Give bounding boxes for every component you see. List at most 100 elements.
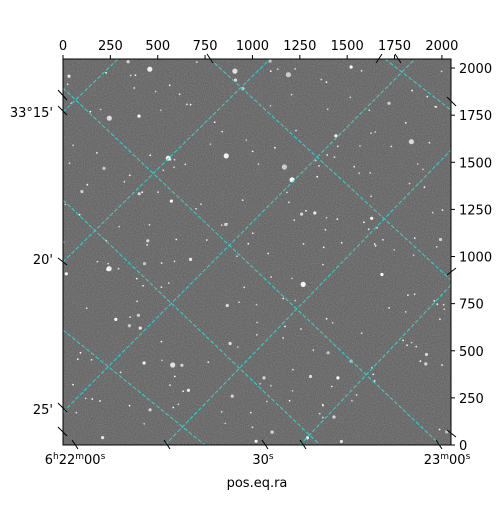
star bbox=[426, 95, 429, 98]
star bbox=[78, 213, 81, 216]
star bbox=[404, 311, 407, 313]
top-tick-label: 500 bbox=[145, 39, 170, 54]
star bbox=[162, 169, 165, 172]
star bbox=[255, 303, 258, 306]
star bbox=[407, 294, 409, 296]
star bbox=[169, 199, 173, 203]
star bbox=[318, 165, 320, 167]
star bbox=[84, 397, 87, 400]
star bbox=[128, 404, 131, 407]
star bbox=[119, 371, 122, 374]
star bbox=[276, 68, 279, 70]
star bbox=[442, 303, 445, 306]
star bbox=[439, 318, 441, 321]
dec-tick-label-1: 33°15' bbox=[10, 106, 53, 121]
star bbox=[172, 406, 175, 409]
star bbox=[160, 340, 163, 343]
star bbox=[96, 260, 99, 263]
top-tick-label: 750 bbox=[193, 39, 218, 54]
star bbox=[288, 201, 290, 204]
star bbox=[220, 411, 223, 413]
star bbox=[243, 286, 246, 289]
right-tick-label: 1750 bbox=[459, 109, 492, 124]
star bbox=[286, 191, 288, 194]
star bbox=[160, 262, 163, 264]
star bbox=[291, 277, 293, 280]
star bbox=[322, 263, 324, 266]
left-dec-axis: 33°15' 20' 25' bbox=[10, 89, 68, 437]
star bbox=[402, 339, 404, 342]
star bbox=[89, 110, 92, 113]
star bbox=[136, 300, 139, 303]
star bbox=[325, 216, 328, 219]
star bbox=[249, 411, 252, 414]
star bbox=[422, 168, 424, 171]
star bbox=[251, 426, 254, 429]
star bbox=[441, 364, 443, 366]
star bbox=[408, 139, 414, 145]
star bbox=[269, 70, 272, 73]
star bbox=[170, 362, 176, 368]
ra-tick-label-2: 30s bbox=[252, 452, 274, 468]
top-tick-label: 1750 bbox=[378, 39, 411, 54]
star bbox=[423, 186, 426, 189]
right-pixel-axis: 0 250 500 750 1000 1250 1500 1750 2000 bbox=[451, 62, 492, 454]
star bbox=[195, 61, 198, 63]
grid-line bbox=[209, 59, 451, 281]
star bbox=[72, 383, 74, 386]
star bbox=[200, 203, 202, 206]
star bbox=[267, 252, 270, 255]
star bbox=[213, 121, 216, 124]
right-dec-marks bbox=[446, 96, 457, 438]
star bbox=[64, 203, 67, 206]
star bbox=[316, 175, 319, 178]
star bbox=[353, 165, 356, 168]
star bbox=[300, 212, 304, 216]
star bbox=[282, 297, 285, 300]
star bbox=[374, 245, 377, 247]
star bbox=[274, 146, 276, 149]
right-tick-label: 1250 bbox=[459, 203, 492, 218]
star bbox=[266, 400, 268, 403]
star bbox=[336, 145, 339, 148]
star bbox=[149, 154, 152, 157]
star bbox=[363, 221, 365, 224]
star bbox=[188, 257, 193, 261]
star bbox=[349, 96, 352, 99]
star bbox=[308, 374, 313, 379]
star bbox=[326, 154, 329, 156]
star bbox=[434, 105, 437, 108]
star bbox=[445, 430, 449, 434]
star bbox=[358, 172, 361, 175]
star bbox=[368, 109, 371, 112]
grid-line bbox=[63, 87, 442, 445]
star bbox=[404, 122, 407, 124]
star bbox=[359, 145, 361, 147]
star bbox=[322, 404, 324, 407]
right-tick-label: 0 bbox=[459, 439, 467, 454]
top-tick-label: 1000 bbox=[236, 39, 269, 54]
star bbox=[370, 132, 372, 135]
star bbox=[370, 216, 374, 220]
star bbox=[373, 380, 376, 382]
star bbox=[320, 78, 323, 81]
star bbox=[256, 321, 258, 324]
star bbox=[173, 166, 176, 169]
star bbox=[408, 182, 411, 185]
star bbox=[186, 388, 190, 392]
star bbox=[339, 439, 343, 444]
right-tick-label: 2000 bbox=[459, 62, 492, 77]
star bbox=[416, 163, 419, 165]
star bbox=[314, 159, 317, 162]
star bbox=[438, 428, 441, 431]
star bbox=[428, 141, 431, 144]
star bbox=[300, 328, 302, 330]
star bbox=[236, 255, 239, 258]
star bbox=[133, 87, 136, 89]
star bbox=[105, 239, 108, 242]
star bbox=[349, 65, 353, 69]
star bbox=[326, 351, 330, 355]
star bbox=[295, 129, 297, 132]
star bbox=[318, 412, 321, 415]
